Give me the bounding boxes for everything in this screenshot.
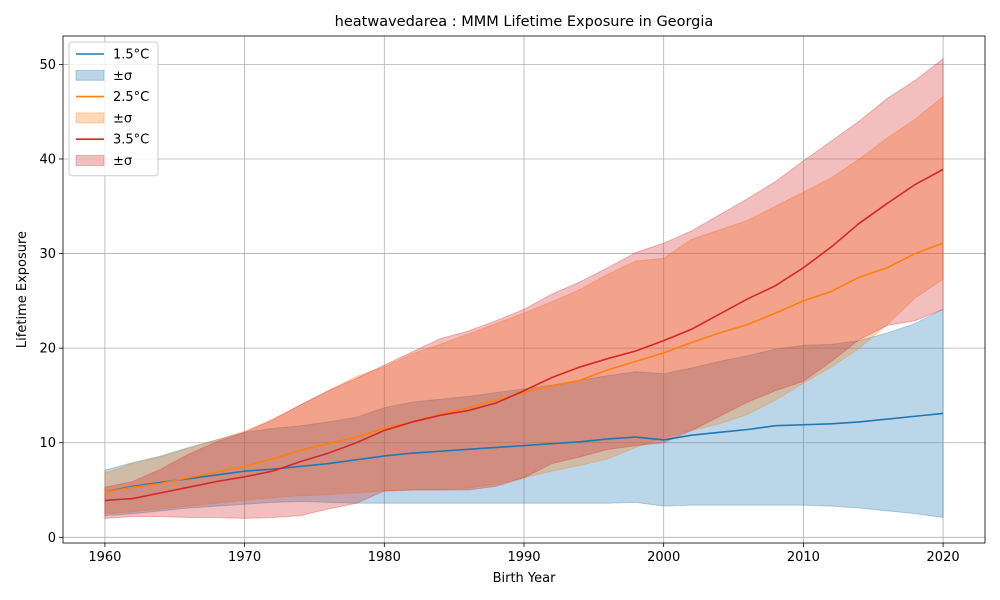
line-series-2: [104, 242, 944, 493]
legend-band-swatch-3: [75, 155, 105, 166]
x-axis-label: Birth Year: [493, 571, 557, 586]
legend-band-label-3: ±σ: [113, 154, 132, 169]
legend: 1.5°C ±σ 2.5°C ±σ 3.5°C ±σ: [68, 41, 159, 177]
band-series-3: [104, 57, 944, 519]
legend-band-swatch-2: [75, 112, 105, 124]
y-tick-label: 40: [39, 152, 56, 167]
x-tick-label: 1970: [228, 550, 261, 565]
legend-label-3: 3.5°C: [113, 133, 149, 148]
legend-label-1: 1.5°C: [113, 48, 149, 63]
x-tick-label: 1990: [507, 550, 540, 565]
x-tick-label: 1960: [88, 550, 121, 565]
grid: [63, 36, 985, 543]
chart-title: heatwavedarea : MMM Lifetime Exposure in…: [335, 14, 714, 30]
line-series-3: [104, 168, 944, 502]
x-axis-ticks: 1960 1970 1980 1990 2000 2010 2020: [88, 543, 960, 565]
y-tick-label: 0: [48, 531, 56, 546]
y-tick-label: 10: [39, 436, 56, 451]
x-tick-label: 2000: [647, 550, 680, 565]
lines: [104, 168, 944, 502]
x-tick-label: 1980: [368, 550, 401, 565]
y-axis-ticks: 0 10 20 30 40 50: [39, 58, 63, 546]
y-tick-label: 20: [39, 342, 56, 357]
band-series-2: [104, 95, 944, 515]
legend-band-label-1: ±σ: [113, 69, 132, 84]
x-tick-label: 2010: [787, 550, 820, 565]
x-tick-label: 2020: [927, 550, 960, 565]
y-axis-label: Lifetime Exposure: [15, 231, 30, 348]
legend-band-swatch-1: [75, 69, 105, 81]
line-series-1: [104, 412, 944, 493]
legend-band-label-2: ±σ: [113, 111, 132, 126]
legend-label-2: 2.5°C: [113, 90, 149, 105]
legend-box: [68, 41, 159, 177]
y-tick-label: 30: [39, 247, 56, 262]
y-tick-label: 50: [39, 58, 56, 73]
